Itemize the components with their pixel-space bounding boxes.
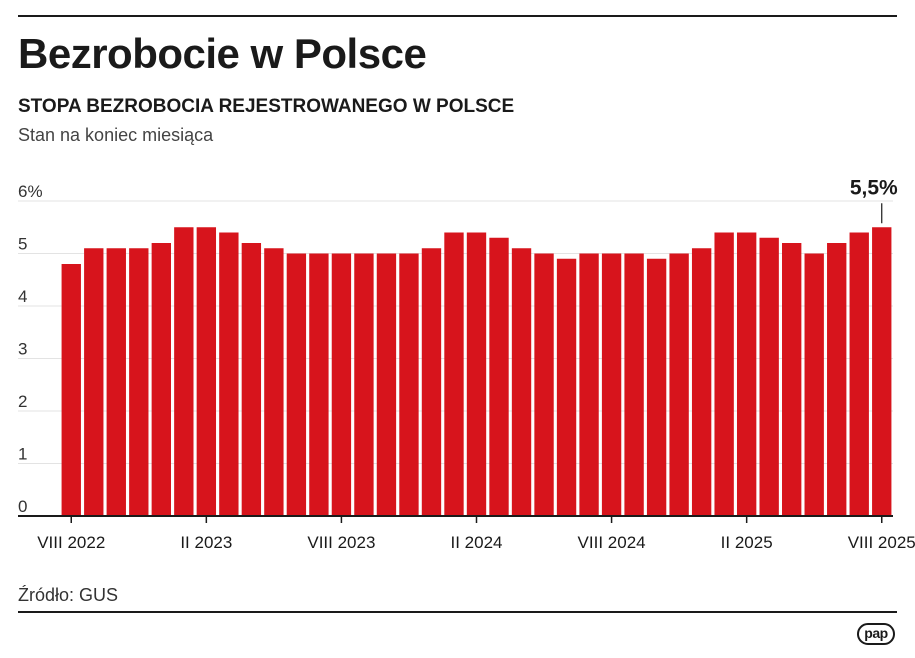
bar (399, 253, 419, 516)
bar (669, 253, 689, 516)
bar (286, 253, 307, 516)
bar (331, 253, 352, 516)
y-tick-label: 3 (18, 340, 27, 359)
x-tick-label: VIII 2023 (307, 533, 375, 552)
bar (827, 243, 847, 516)
bar (376, 253, 397, 516)
bar (601, 253, 622, 516)
pap-logo: pap (857, 623, 895, 645)
bar (624, 253, 644, 516)
y-tick-label: 6% (18, 182, 43, 201)
bar (782, 243, 802, 516)
bar (511, 248, 532, 516)
source-note: Źródło: GUS (18, 585, 119, 605)
bar (579, 253, 599, 516)
bar-chart: 0 1 2 3 4 5 6% VIII 2022 II 2023 VIII 2023 II 2024… (18, 176, 915, 552)
x-tick-label: II 2023 (180, 533, 232, 552)
bar (872, 227, 892, 516)
x-tick-label: II 2025 (721, 533, 773, 552)
x-tick-label: II 2024 (451, 533, 503, 552)
y-tick-label: 0 (18, 497, 27, 516)
bar (849, 232, 869, 516)
bar (759, 237, 779, 516)
bar (646, 258, 667, 516)
bar (691, 248, 712, 516)
bar (556, 258, 577, 516)
bar (174, 227, 194, 516)
page-title: Bezrobocie w Polsce (18, 30, 427, 77)
bar (714, 232, 734, 516)
x-tick-label: VIII 2025 (848, 533, 915, 552)
chart-note: Stan na koniec miesiąca (18, 125, 214, 145)
x-tick-label: VIII 2024 (578, 533, 646, 552)
bar (736, 232, 757, 516)
bottom-rule (18, 611, 897, 613)
bar (421, 248, 442, 516)
top-rule (18, 15, 897, 17)
bar (444, 232, 464, 516)
chart-subtitle: STOPA BEZROBOCIA REJESTROWANEGO W POLSCE (18, 96, 515, 117)
bar (219, 232, 239, 516)
bar (151, 243, 171, 516)
bar (61, 264, 81, 516)
bar (241, 243, 262, 516)
bar (196, 227, 217, 516)
bar (354, 253, 374, 516)
bar (466, 232, 487, 516)
bar (264, 248, 284, 516)
y-tick-label: 5 (18, 235, 27, 254)
bar (106, 248, 126, 516)
bar (489, 237, 509, 516)
x-tick-label: VIII 2022 (37, 533, 105, 552)
bar (84, 248, 104, 516)
annotation-label: 5,5% (850, 176, 898, 199)
bar (309, 253, 329, 516)
y-tick-label: 4 (18, 287, 27, 306)
y-tick-label: 2 (18, 392, 27, 411)
bar (129, 248, 149, 516)
bar (804, 253, 824, 516)
bar (534, 253, 554, 516)
y-tick-label: 1 (18, 445, 27, 464)
